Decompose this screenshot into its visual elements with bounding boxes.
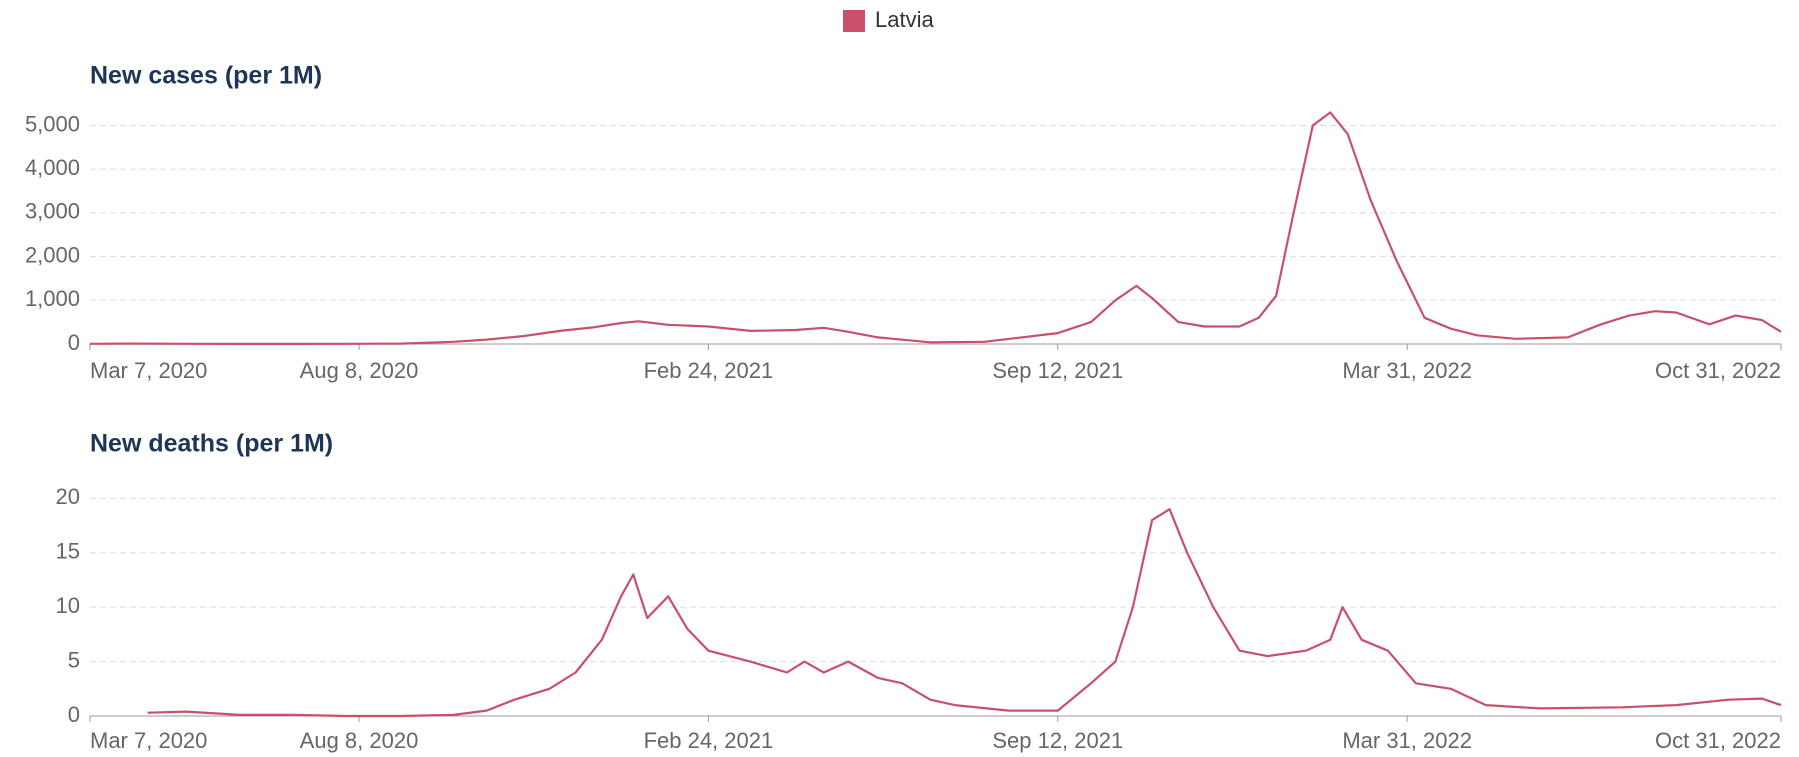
x-tick-label: Sep 12, 2021 [992, 728, 1123, 753]
y-tick-label: 0 [68, 330, 80, 355]
x-tick-label: Aug 8, 2020 [300, 358, 419, 383]
chart-title: New deaths (per 1M) [90, 430, 333, 458]
y-tick-label: 20 [56, 484, 80, 509]
y-tick-label: 5 [68, 647, 80, 672]
y-tick-label: 15 [56, 539, 80, 564]
x-tick-label: Oct 31, 2022 [1655, 728, 1781, 753]
data-line [147, 508, 1782, 718]
y-tick-label: 10 [56, 593, 80, 618]
x-tick-label: Feb 24, 2021 [644, 728, 774, 753]
x-tick-label: Mar 31, 2022 [1342, 358, 1472, 383]
legend-label: Latvia [875, 7, 934, 32]
x-tick-label: Mar 7, 2020 [90, 728, 207, 753]
chart-title: New cases (per 1M) [90, 62, 322, 90]
x-tick-label: Aug 8, 2020 [300, 728, 419, 753]
y-tick-label: 4,000 [25, 155, 80, 180]
y-tick-label: 1,000 [25, 286, 80, 311]
x-tick-label: Mar 31, 2022 [1342, 728, 1472, 753]
y-tick-label: 5,000 [25, 111, 80, 136]
x-tick-label: Mar 7, 2020 [90, 358, 207, 383]
legend-swatch [843, 10, 865, 32]
y-tick-label: 3,000 [25, 199, 80, 224]
x-tick-label: Oct 31, 2022 [1655, 358, 1781, 383]
x-tick-label: Feb 24, 2021 [644, 358, 774, 383]
x-tick-label: Sep 12, 2021 [992, 358, 1123, 383]
y-tick-label: 2,000 [25, 242, 80, 267]
y-tick-label: 0 [68, 702, 80, 727]
data-line [89, 111, 1782, 345]
